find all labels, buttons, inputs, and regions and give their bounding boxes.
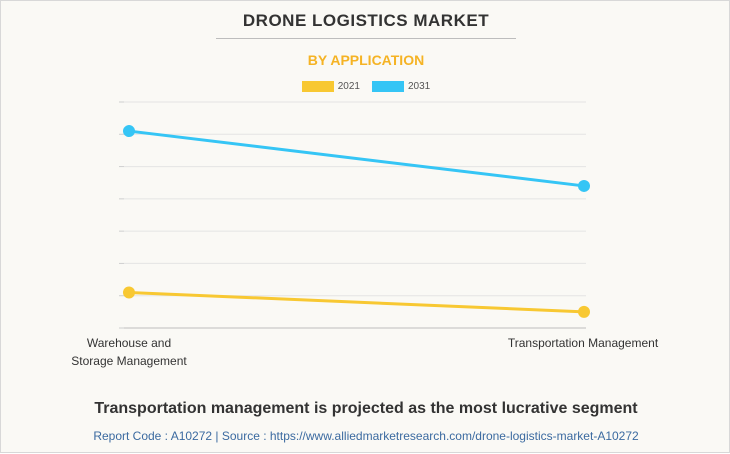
data-point-2031 bbox=[123, 125, 135, 138]
chart-title: DRONE LOGISTICS MARKET bbox=[242, 11, 490, 30]
source-line[interactable]: Report Code : A10272 | Source : https://… bbox=[93, 429, 639, 443]
series-line-2031 bbox=[128, 129, 585, 188]
data-point-2031 bbox=[578, 179, 590, 192]
x-tick-label: Transportation Management bbox=[508, 336, 659, 350]
chart-subtitle: BY APPLICATION bbox=[307, 52, 425, 68]
grid-layer bbox=[124, 101, 586, 297]
legend: 2021 2031 bbox=[1, 81, 730, 92]
series-layer bbox=[123, 125, 590, 318]
legend-swatch-2031 bbox=[372, 81, 404, 92]
legend-label-2031: 2031 bbox=[408, 81, 431, 92]
data-point-2021 bbox=[578, 305, 590, 318]
axis-layer bbox=[119, 101, 586, 329]
data-point-2021 bbox=[123, 286, 135, 299]
legend-item-2031[interactable]: 2031 bbox=[372, 81, 430, 92]
title-divider bbox=[216, 38, 516, 39]
legend-swatch-2021 bbox=[301, 81, 334, 92]
series-line-2021 bbox=[128, 290, 585, 314]
x-tick-label-line: Storage Management bbox=[71, 354, 187, 368]
x-tick-label-line: Warehouse and bbox=[87, 336, 171, 350]
headline-text: Transportation management is projected a… bbox=[94, 400, 638, 417]
legend-item-2021[interactable]: 2021 bbox=[301, 81, 360, 92]
x-tick-label-line: Transportation Management bbox=[508, 336, 659, 350]
legend-label-2021: 2021 bbox=[337, 81, 360, 92]
x-tick-label: Warehouse and Storage Management bbox=[71, 336, 187, 368]
x-tick-labels: Warehouse and Storage Management Transport… bbox=[71, 336, 659, 368]
